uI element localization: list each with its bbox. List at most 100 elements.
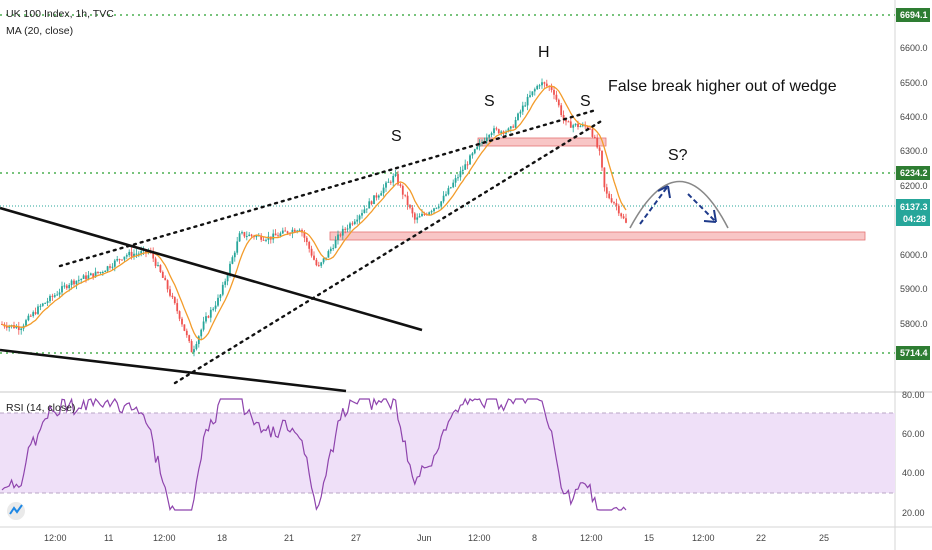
candle-body (449, 187, 452, 189)
candle-body (161, 271, 164, 278)
candle-body (41, 303, 44, 306)
rsi-legend[interactable]: RSI (14, close) (6, 402, 75, 414)
candle-body (459, 171, 462, 178)
price-tick: 6200.0 (900, 181, 928, 191)
candle-body (274, 233, 277, 236)
price-tag-label: 6694.1 (900, 10, 928, 20)
candle-body (435, 207, 438, 209)
candle-body (310, 248, 313, 256)
candle-body (380, 193, 383, 196)
time-tick: 25 (819, 533, 829, 543)
rising-wedge-upper-line[interactable] (58, 108, 598, 268)
candle-body (212, 308, 215, 310)
candle-body (529, 95, 531, 97)
rsi-axis[interactable]: 80.00 60.00 40.00 20.00 (902, 390, 925, 518)
price-tick: 5800.0 (900, 319, 928, 329)
candle-body (56, 294, 59, 296)
falling-wedge-lower-line[interactable] (0, 348, 347, 393)
candle-body (361, 213, 363, 216)
candle-body (387, 181, 390, 183)
projection-arrow-down[interactable] (687, 193, 717, 223)
candle-body (608, 193, 611, 199)
candle-body (171, 295, 174, 298)
candle-body (377, 195, 380, 198)
arrow-head-icon (703, 209, 717, 223)
candle-body (370, 201, 373, 205)
candle-body (233, 252, 236, 258)
candle-body (447, 188, 450, 195)
candle-body (356, 219, 359, 222)
candle-body (521, 105, 524, 112)
candle-body (334, 239, 337, 248)
candle-body (406, 195, 409, 206)
candle-body (173, 297, 176, 304)
candle-body (416, 217, 419, 220)
candle-body (29, 315, 32, 317)
candle-body (133, 253, 135, 257)
candle-body (89, 273, 92, 276)
candle-body (538, 85, 541, 87)
time-axis[interactable]: 12:00 11 12:00 18 21 27 Jun 12:00 8 12:0… (44, 533, 829, 543)
ma-legend[interactable]: MA (20, close) (6, 25, 73, 37)
candle-body (166, 280, 169, 290)
candle-body (68, 285, 71, 289)
wedge-note: False break higher out of wedge (608, 78, 837, 95)
candle-body (457, 177, 459, 179)
candle-body (557, 99, 560, 106)
candle-body (550, 86, 553, 90)
candle-body (454, 178, 457, 183)
price-axis[interactable]: 6600.0 6500.0 6400.0 6300.0 6200.0 6000.… (900, 43, 928, 329)
candle-body (229, 263, 231, 276)
projected-shoulder-label: S? (668, 147, 688, 164)
candle-body (243, 232, 246, 237)
support-zone (329, 231, 866, 241)
candle-body (553, 89, 555, 95)
tradingview-logo-icon[interactable] (7, 502, 25, 520)
candle-body (339, 234, 342, 236)
candle-body (157, 265, 159, 267)
candle-body (569, 121, 572, 128)
falling-wedge-upper-line[interactable] (0, 206, 423, 332)
symbol-title[interactable]: UK 100 Index, 1h, TVC (6, 8, 114, 20)
head-label: H (538, 44, 550, 61)
time-tick: 12:00 (468, 533, 491, 543)
candle-body (497, 129, 500, 134)
candle-body (322, 258, 325, 263)
candle-body (555, 94, 558, 100)
candle-body (320, 262, 323, 266)
time-tick: 15 (644, 533, 654, 543)
candle-body (70, 280, 73, 286)
candle-body (113, 260, 116, 267)
candle-body (514, 120, 517, 128)
candle-body (248, 234, 251, 237)
candle-body (317, 265, 320, 267)
arrow-head-icon (657, 185, 671, 199)
candle-body (509, 126, 512, 129)
time-tick: 12:00 (692, 533, 715, 543)
candle-body (197, 336, 200, 345)
time-tick: 18 (217, 533, 227, 543)
candle-body (207, 316, 210, 318)
projection-arc[interactable] (629, 180, 729, 229)
candle-body (411, 207, 414, 214)
candle-body (445, 194, 447, 196)
candle-body (392, 175, 395, 183)
candle-body (507, 128, 510, 132)
candle-body (382, 187, 385, 194)
candle-body (603, 167, 606, 188)
candle-body (63, 285, 66, 287)
rsi-tick: 20.00 (902, 508, 925, 518)
candle-body (164, 277, 167, 281)
rsi-tick: 40.00 (902, 468, 925, 478)
rising-wedge-lower-line[interactable] (173, 118, 605, 385)
candle-body (385, 182, 387, 188)
candle-body (99, 272, 102, 274)
candle-body (17, 326, 20, 331)
candle-body (363, 209, 366, 214)
candle-body (485, 137, 488, 142)
price-tag-label: 6137.3 (900, 202, 928, 212)
candle-body (346, 228, 349, 230)
candle-body (596, 137, 599, 148)
candle-body (284, 230, 287, 232)
